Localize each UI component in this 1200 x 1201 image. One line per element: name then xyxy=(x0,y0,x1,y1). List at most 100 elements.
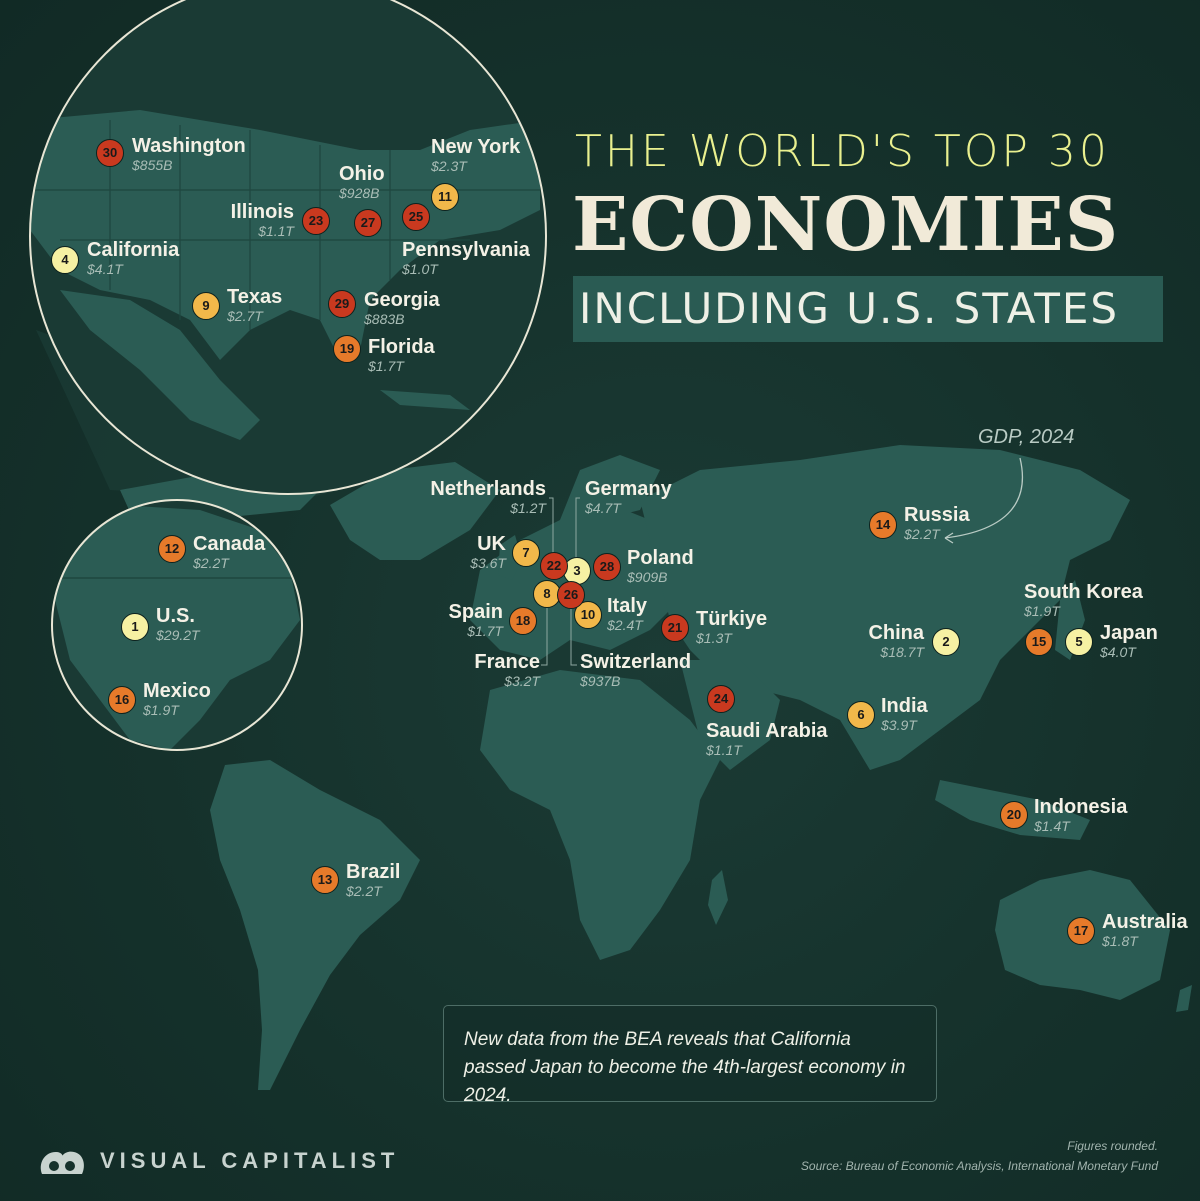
canada-gdp: $2.2T xyxy=(193,555,229,571)
marker-illinois: 23 xyxy=(302,207,330,235)
switzerland-name: Switzerland xyxy=(580,651,692,673)
marker-japan: 5 xyxy=(1065,628,1093,656)
indonesia-name: Indonesia xyxy=(1034,796,1128,818)
saudi-arabia-gdp: $1.1T xyxy=(706,742,742,758)
marker-canada: 12 xyxy=(158,535,186,563)
label-brazil: Brazil $2.2T xyxy=(346,861,400,899)
label-italy: Italy $2.4T xyxy=(607,595,647,633)
title-line-2: ECONOMIES xyxy=(572,182,1120,268)
label-mexico: Mexico $1.9T xyxy=(143,680,211,718)
switzerland-gdp: $937B xyxy=(580,673,621,689)
california-gdp: $4.1T xyxy=(87,261,123,277)
label-california: California $4.1T xyxy=(87,239,179,277)
marker-new-york: 11 xyxy=(431,183,459,211)
marker-brazil: 13 xyxy=(311,866,339,894)
brand-wordmark: VISUAL CAPITALIST xyxy=(100,1148,400,1173)
note-box: New data from the BEA reveals that Calif… xyxy=(443,1005,937,1106)
germany-leader xyxy=(575,497,580,560)
marker-germany: 3 xyxy=(563,557,591,585)
marker-switzerland: 26 xyxy=(557,581,585,609)
label-france: France $3.2T xyxy=(440,651,540,689)
new-zealand-shape xyxy=(1176,985,1192,1012)
label-canada: Canada $2.2T xyxy=(193,533,265,571)
italy-gdp: $2.4T xyxy=(607,617,643,633)
label-poland: Poland $909B xyxy=(627,547,694,585)
illinois-name: Illinois xyxy=(230,201,294,223)
label-georgia: Georgia $883B xyxy=(364,289,440,327)
marker-indonesia: 20 xyxy=(1000,801,1028,829)
marker-texas: 9 xyxy=(192,292,220,320)
footer: Figures rounded. Source: Bureau of Econo… xyxy=(801,1136,1158,1176)
label-turkiye: Türkiye $1.3T xyxy=(696,608,767,646)
georgia-name: Georgia xyxy=(364,289,440,311)
china-gdp: $18.7T xyxy=(880,644,924,660)
washington-gdp: $855B xyxy=(132,157,173,173)
small-inset-ring xyxy=(51,499,303,751)
label-illinois: Illinois $1.1T xyxy=(200,201,294,239)
us-gdp: $29.2T xyxy=(156,627,200,643)
marker-south-korea: 15 xyxy=(1025,628,1053,656)
marker-spain: 18 xyxy=(509,607,537,635)
california-name: California xyxy=(87,239,180,261)
big-inset-ring xyxy=(29,0,547,495)
russia-gdp: $2.2T xyxy=(904,526,940,542)
label-india: India $3.9T xyxy=(881,695,928,733)
marker-california: 4 xyxy=(51,246,79,274)
uk-gdp: $3.6T xyxy=(470,555,506,571)
australia-gdp: $1.8T xyxy=(1102,933,1138,949)
china-name: China xyxy=(868,622,924,644)
marker-washington: 30 xyxy=(96,139,124,167)
cuba-shape xyxy=(380,390,470,410)
marker-saudi-arabia: 24 xyxy=(707,685,735,713)
marker-georgia: 29 xyxy=(328,290,356,318)
label-south-korea: South Korea $1.9T xyxy=(1024,581,1143,619)
pennsylvania-name: Pennsylvania xyxy=(402,239,530,261)
south-korea-gdp: $1.9T xyxy=(1024,603,1060,619)
spain-name: Spain xyxy=(448,601,503,623)
ohio-gdp: $928B xyxy=(339,185,380,201)
label-florida: Florida $1.7T xyxy=(368,336,435,374)
france-leader xyxy=(541,607,548,666)
france-gdp: $3.2T xyxy=(504,673,540,689)
brazil-gdp: $2.2T xyxy=(346,883,382,899)
us-name: U.S. xyxy=(156,605,195,627)
label-new-york: New York $2.3T xyxy=(431,136,520,174)
marker-poland: 28 xyxy=(593,553,621,581)
label-japan: Japan $4.0T xyxy=(1100,622,1158,660)
greenland-shape xyxy=(330,462,500,560)
russia-name: Russia xyxy=(904,504,970,526)
india-gdp: $3.9T xyxy=(881,717,917,733)
germany-gdp: $4.7T xyxy=(585,500,621,516)
marker-turkiye: 21 xyxy=(661,614,689,642)
germany-name: Germany xyxy=(585,478,672,500)
label-spain: Spain $1.7T xyxy=(430,601,503,639)
netherlands-leader xyxy=(549,497,554,555)
footer-line-1: Figures rounded. xyxy=(1067,1139,1158,1153)
marker-russia: 14 xyxy=(869,511,897,539)
netherlands-name: Netherlands xyxy=(430,478,546,500)
georgia-gdp: $883B xyxy=(364,311,405,327)
scandinavia-shape xyxy=(560,455,660,520)
label-indonesia: Indonesia $1.4T xyxy=(1034,796,1127,834)
label-saudi-arabia: Saudi Arabia $1.1T xyxy=(706,720,828,758)
label-us: U.S. $29.2T xyxy=(156,605,200,643)
canada-name: Canada xyxy=(193,533,266,555)
marker-pennsylvania: 25 xyxy=(402,203,430,231)
italy-name: Italy xyxy=(607,595,648,617)
label-washington: Washington $855B xyxy=(132,135,246,173)
washington-name: Washington xyxy=(132,135,246,157)
us-states-shape xyxy=(30,110,540,360)
gdp-arrow-head xyxy=(944,532,954,544)
texas-gdp: $2.7T xyxy=(227,308,263,324)
florida-gdp: $1.7T xyxy=(368,358,404,374)
footer-source: Source: Bureau of Economic Analysis, Int… xyxy=(800,1159,1158,1173)
south-korea-name: South Korea xyxy=(1024,581,1143,603)
marker-netherlands: 22 xyxy=(540,552,568,580)
turkiye-name: Türkiye xyxy=(696,608,768,630)
australia-name: Australia xyxy=(1102,911,1188,933)
gdp-year-label: GDP, 2024 xyxy=(978,426,1075,448)
madagascar-shape xyxy=(708,870,728,925)
france-name: France xyxy=(474,651,540,673)
